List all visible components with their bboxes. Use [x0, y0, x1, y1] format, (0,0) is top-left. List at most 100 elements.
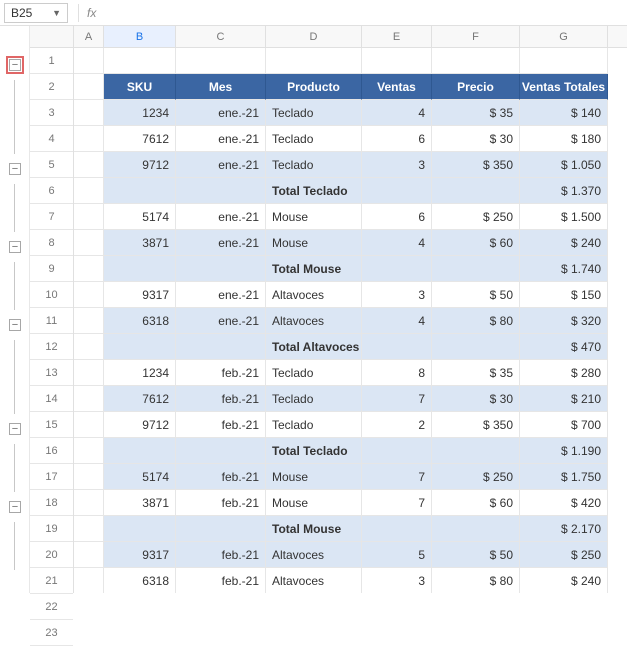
cell-precio[interactable]: $ 30	[432, 386, 520, 412]
cell-producto[interactable]: Mouse	[266, 204, 362, 230]
row-header[interactable]: 2	[30, 74, 73, 100]
cell-total[interactable]: $ 180	[520, 126, 608, 152]
cell-total[interactable]: $ 150	[520, 282, 608, 308]
column-header-c[interactable]: C	[176, 26, 266, 47]
cell-subtotal-value[interactable]: $ 1.740	[520, 256, 608, 282]
cell[interactable]	[74, 152, 104, 178]
column-header-f[interactable]: F	[432, 26, 520, 47]
cell-sku[interactable]: 1234	[104, 100, 176, 126]
cell[interactable]	[176, 256, 266, 282]
cell-ventas[interactable]: 8	[362, 360, 432, 386]
cell-mes[interactable]: ene.-21	[176, 308, 266, 334]
formula-input[interactable]	[102, 3, 623, 23]
cell[interactable]	[176, 48, 266, 74]
cell[interactable]	[362, 516, 432, 542]
cell-producto[interactable]: Altavoces	[266, 568, 362, 593]
cell[interactable]	[266, 48, 362, 74]
cell[interactable]	[432, 438, 520, 464]
cell-precio[interactable]: $ 30	[432, 126, 520, 152]
cell-subtotal-value[interactable]: $ 470	[520, 334, 608, 360]
cell[interactable]	[432, 178, 520, 204]
cell-sku[interactable]: 9712	[104, 152, 176, 178]
row-header[interactable]: 21	[30, 568, 73, 594]
cell[interactable]	[176, 334, 266, 360]
cell[interactable]	[104, 516, 176, 542]
row-header[interactable]: 4	[30, 126, 73, 152]
row-header[interactable]: 15	[30, 412, 73, 438]
cell-mes[interactable]: feb.-21	[176, 542, 266, 568]
row-header[interactable]: 20	[30, 542, 73, 568]
row-header[interactable]: 19	[30, 516, 73, 542]
cell-ventas[interactable]: 3	[362, 568, 432, 593]
cell[interactable]	[74, 386, 104, 412]
cell-ventas[interactable]: 4	[362, 230, 432, 256]
cell-total[interactable]: $ 280	[520, 360, 608, 386]
cell-total[interactable]: $ 250	[520, 542, 608, 568]
cell[interactable]	[74, 126, 104, 152]
cell-total[interactable]: $ 140	[520, 100, 608, 126]
cell-ventas[interactable]: 7	[362, 386, 432, 412]
cell-subtotal-value[interactable]: $ 2.170	[520, 516, 608, 542]
cell-producto[interactable]: Mouse	[266, 490, 362, 516]
row-header[interactable]: 9	[30, 256, 73, 282]
cell-total[interactable]: $ 700	[520, 412, 608, 438]
row-header[interactable]: 14	[30, 386, 73, 412]
cell-mes[interactable]: feb.-21	[176, 568, 266, 593]
cell-mes[interactable]: feb.-21	[176, 386, 266, 412]
cell-sku[interactable]: 6318	[104, 568, 176, 593]
cell-mes[interactable]: feb.-21	[176, 412, 266, 438]
cell[interactable]	[74, 438, 104, 464]
column-header-g[interactable]: G	[520, 26, 608, 47]
cell[interactable]	[176, 438, 266, 464]
cell[interactable]	[432, 516, 520, 542]
cell-mes[interactable]: ene.-21	[176, 282, 266, 308]
cell[interactable]	[74, 412, 104, 438]
row-header[interactable]: 12	[30, 334, 73, 360]
cell-sku[interactable]: 6318	[104, 308, 176, 334]
cell-total[interactable]: $ 320	[520, 308, 608, 334]
row-header[interactable]: 16	[30, 438, 73, 464]
cell[interactable]	[520, 48, 608, 74]
cell-total[interactable]: $ 1.500	[520, 204, 608, 230]
cell-ventas[interactable]: 7	[362, 464, 432, 490]
row-header[interactable]: 5	[30, 152, 73, 178]
cell-subtotal-label[interactable]: Total Mouse	[266, 256, 362, 282]
cell[interactable]	[74, 230, 104, 256]
cell-precio[interactable]: $ 35	[432, 360, 520, 386]
cell[interactable]	[432, 256, 520, 282]
cell[interactable]	[74, 256, 104, 282]
cell[interactable]	[362, 178, 432, 204]
cell-precio[interactable]: $ 60	[432, 230, 520, 256]
cell-ventas[interactable]: 3	[362, 282, 432, 308]
cell-subtotal-label[interactable]: Total Teclado	[266, 438, 362, 464]
cell[interactable]	[362, 256, 432, 282]
cell-sku[interactable]: 9317	[104, 542, 176, 568]
cell[interactable]	[104, 256, 176, 282]
cell-subtotal-label[interactable]: Total Mouse	[266, 516, 362, 542]
cell-total[interactable]: $ 210	[520, 386, 608, 412]
cell[interactable]	[104, 334, 176, 360]
cell-subtotal-label[interactable]: Total Altavoces	[266, 334, 362, 360]
cell-ventas[interactable]: 3	[362, 152, 432, 178]
row-header[interactable]: 10	[30, 282, 73, 308]
cell-producto[interactable]: Altavoces	[266, 308, 362, 334]
row-header[interactable]: 22	[30, 594, 73, 620]
cell-total[interactable]: $ 240	[520, 230, 608, 256]
cell-subtotal-value[interactable]: $ 1.370	[520, 178, 608, 204]
cell[interactable]	[104, 48, 176, 74]
cell[interactable]	[74, 490, 104, 516]
cell-sku[interactable]: 5174	[104, 464, 176, 490]
cell-total[interactable]: $ 1.050	[520, 152, 608, 178]
cell-producto[interactable]: Teclado	[266, 412, 362, 438]
cell-precio[interactable]: $ 80	[432, 568, 520, 593]
cell[interactable]	[74, 100, 104, 126]
cell-precio[interactable]: $ 250	[432, 464, 520, 490]
row-header[interactable]: 8	[30, 230, 73, 256]
name-box[interactable]: B25 ▼	[4, 3, 68, 23]
cell[interactable]	[74, 464, 104, 490]
header-cell[interactable]: SKU	[104, 74, 176, 100]
cell-subtotal-value[interactable]: $ 1.190	[520, 438, 608, 464]
header-cell[interactable]: Ventas Totales	[520, 74, 608, 100]
cell[interactable]	[74, 334, 104, 360]
row-header[interactable]: 6	[30, 178, 73, 204]
